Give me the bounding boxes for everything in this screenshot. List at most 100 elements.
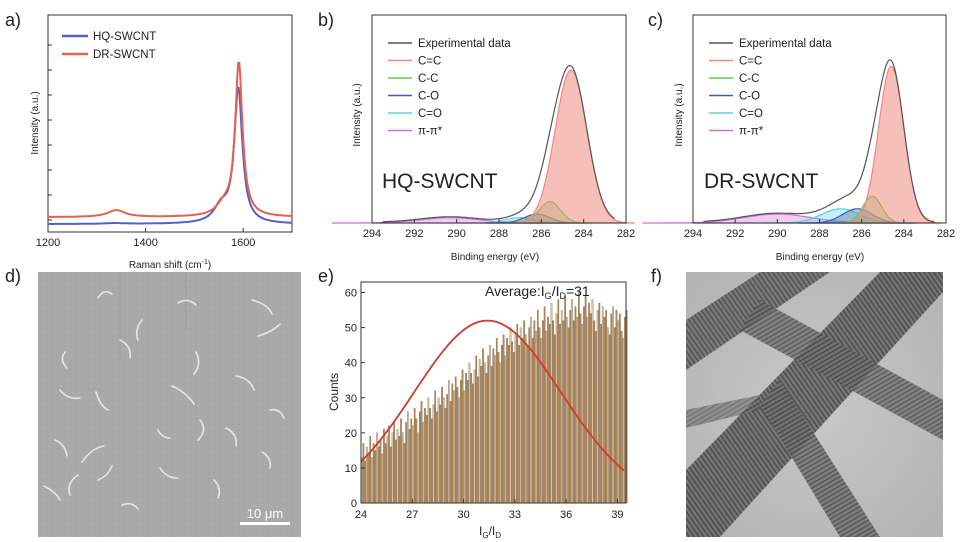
histogram-bar xyxy=(523,320,525,504)
scale-bar xyxy=(240,522,290,525)
histogram-bar xyxy=(608,334,611,504)
histogram-bar xyxy=(525,334,527,504)
sem-strand xyxy=(61,351,68,369)
histogram-bar xyxy=(598,302,601,504)
histogram-bar xyxy=(436,411,438,504)
histogram-bar xyxy=(605,309,607,504)
histogram-bar xyxy=(624,316,626,504)
panel-b-components xyxy=(331,69,635,224)
histogram-bar xyxy=(401,432,404,504)
panel-a-label: a) xyxy=(5,10,21,30)
histogram-bar xyxy=(384,443,387,504)
panel-e-xtick-label: 27 xyxy=(406,509,418,521)
panel-e-ytick-label: 60 xyxy=(345,288,357,300)
histogram-bar xyxy=(475,355,478,504)
panel-c-xps-dr: c) 294 292 290 288 286 284 282 Experimental da… xyxy=(642,10,955,263)
histogram-bar xyxy=(617,320,619,504)
panel-b-xlabel: Binding energy (eV) xyxy=(451,252,539,263)
histogram-bar xyxy=(442,397,445,504)
tem-image-content xyxy=(686,272,943,537)
xlabel-mid: /I xyxy=(489,524,496,538)
histogram-bar xyxy=(576,316,578,504)
histogram-bar xyxy=(528,327,531,504)
histogram-bar xyxy=(554,334,556,504)
panel-f-label: f) xyxy=(651,266,662,286)
panel-e-xtick-label: 24 xyxy=(355,509,367,521)
histogram-bar xyxy=(383,429,385,504)
sem-strand xyxy=(135,319,143,341)
b-xtick-label: 292 xyxy=(405,228,423,240)
panel-c-xlabel: Binding energy (eV) xyxy=(776,252,864,263)
histogram-bar xyxy=(492,348,495,504)
xlabel-sub-g: G xyxy=(482,531,488,540)
sem-strand xyxy=(97,290,113,299)
histogram-bar xyxy=(468,362,471,504)
histogram-bar xyxy=(511,341,513,504)
c-xtick-label: 284 xyxy=(895,228,913,240)
histogram-bar xyxy=(456,387,459,504)
histogram-bar xyxy=(466,380,469,504)
histogram-bar xyxy=(413,408,416,504)
histogram-bar xyxy=(364,460,366,504)
histogram-bar xyxy=(555,313,558,504)
histogram-bar xyxy=(410,418,413,504)
b-legend-label: Experimental data xyxy=(418,38,511,50)
panel-e-xtick-label: 33 xyxy=(509,509,521,521)
histogram-bar xyxy=(509,327,512,504)
histogram-bar xyxy=(405,422,407,504)
histogram-bar xyxy=(579,313,582,504)
panel-e-ytick-label: 20 xyxy=(345,428,357,440)
histogram-bar xyxy=(603,316,606,504)
histogram-bar xyxy=(518,344,520,504)
histogram-bar xyxy=(514,334,517,504)
histogram-bar xyxy=(596,309,599,504)
panel-b-experimental-curve xyxy=(382,64,615,223)
panel-e-ylabel: Counts xyxy=(327,373,341,411)
sem-strand xyxy=(159,467,179,479)
histogram-bar xyxy=(395,439,397,504)
annotation-value: =31 xyxy=(566,283,590,299)
sem-strand xyxy=(235,375,255,391)
panel-f-tem-image: f) xyxy=(651,266,943,537)
histogram-bar xyxy=(386,436,389,504)
histogram-bar xyxy=(533,320,536,504)
sem-strand xyxy=(177,299,197,306)
panel-c-sample-label: DR-SWCNT xyxy=(704,170,818,193)
histogram-bar xyxy=(588,302,590,504)
panel-b-ylabel: Intensity (a.u.) xyxy=(352,83,363,146)
histogram-bar xyxy=(439,404,442,504)
histogram-bar xyxy=(612,306,614,504)
panel-a-ylabel: Intensity (a.u.) xyxy=(30,91,41,154)
sem-strand xyxy=(119,339,132,359)
histogram-bar xyxy=(571,299,573,504)
histogram-bar xyxy=(478,359,481,504)
histogram-bar xyxy=(566,316,568,504)
histogram-bar xyxy=(430,418,433,504)
histogram-bar xyxy=(407,411,409,504)
histogram-bar xyxy=(581,323,584,504)
tem-bundle xyxy=(740,300,943,440)
histogram-bar xyxy=(389,446,392,504)
b-xtick-label: 286 xyxy=(532,228,550,240)
panel-b-xps-hq: b) 294 292 290 288 286 284 282 Experimental da… xyxy=(318,10,635,263)
histogram-bar xyxy=(521,337,524,504)
panel-a-series-dr xyxy=(47,61,292,218)
histogram-bar xyxy=(583,306,585,504)
b-component-CC xyxy=(506,69,635,224)
c-legend-label: C-C xyxy=(739,73,759,85)
histogram-bar xyxy=(504,355,507,504)
histogram-bar xyxy=(494,355,496,504)
histogram-bar xyxy=(513,352,515,504)
histogram-bar xyxy=(530,316,532,504)
histogram-bar xyxy=(371,457,373,504)
histogram-bar xyxy=(461,369,464,504)
histogram-bar xyxy=(519,327,522,504)
histogram-bar xyxy=(408,429,411,504)
c-xtick-label: 292 xyxy=(726,228,744,240)
panel-c-ticks: 294 292 290 288 286 284 282 xyxy=(684,219,955,240)
panel-a-ticks: 1200 1400 1600 xyxy=(36,44,255,249)
panel-a-xlabel-sup: -1 xyxy=(202,259,208,266)
histogram-bar xyxy=(615,309,618,504)
histogram-bar xyxy=(412,425,414,504)
